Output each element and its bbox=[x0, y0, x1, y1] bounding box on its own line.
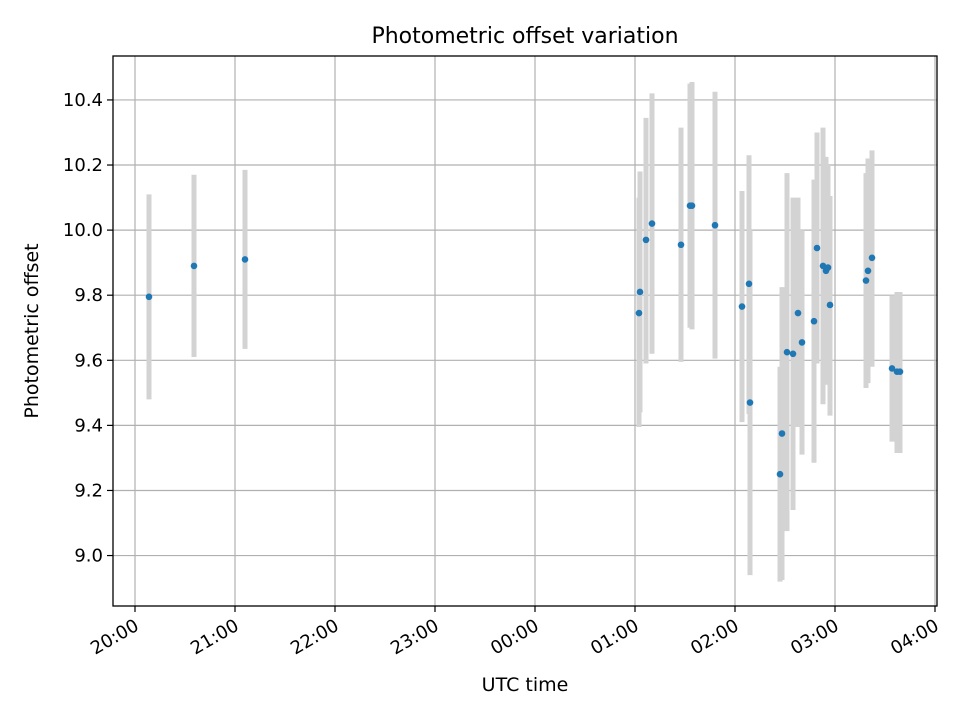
data-point bbox=[738, 303, 746, 310]
x-tick-label: 20:00 bbox=[87, 615, 142, 659]
data-point bbox=[783, 348, 791, 356]
data-point bbox=[810, 317, 818, 325]
y-tick-label: 9.4 bbox=[74, 415, 103, 436]
data-point bbox=[145, 293, 153, 301]
data-point bbox=[241, 256, 249, 263]
x-tick-label: 23:00 bbox=[387, 615, 442, 659]
data-point bbox=[896, 368, 904, 375]
y-tick-label: 9.0 bbox=[74, 546, 103, 567]
data-point bbox=[824, 264, 832, 271]
x-axis-label: UTC time bbox=[482, 674, 569, 696]
y-axis-ticks: 9.0 9.2 9.4 9.6 9.8 10.0 10.2 10.4 bbox=[63, 90, 113, 567]
chart-title: Photometric offset variation bbox=[371, 24, 678, 49]
data-point bbox=[864, 267, 872, 275]
data-point bbox=[711, 221, 719, 229]
data-point bbox=[819, 262, 827, 270]
y-tick-label: 10.0 bbox=[63, 220, 103, 241]
data-point bbox=[862, 277, 870, 284]
data-point bbox=[868, 254, 876, 262]
y-tick-label: 9.2 bbox=[74, 480, 103, 501]
data-point bbox=[677, 241, 685, 249]
data-point bbox=[776, 470, 784, 478]
y-axis-label: Photometric offset bbox=[21, 243, 43, 418]
y-tick-label: 9.6 bbox=[74, 350, 103, 371]
data-point bbox=[826, 301, 834, 309]
x-tick-label: 04:00 bbox=[887, 615, 942, 659]
y-tick-label: 9.8 bbox=[74, 285, 103, 306]
error-bars bbox=[146, 82, 903, 582]
x-tick-label: 00:00 bbox=[487, 615, 542, 659]
data-point bbox=[745, 280, 753, 288]
data-point bbox=[636, 288, 644, 296]
data-point bbox=[642, 236, 650, 244]
x-tick-label: 03:00 bbox=[787, 615, 842, 659]
x-tick-label: 21:00 bbox=[187, 615, 242, 659]
data-point bbox=[813, 244, 821, 252]
data-point bbox=[789, 350, 797, 358]
data-point bbox=[778, 430, 786, 437]
data-point bbox=[798, 339, 806, 346]
plot-frame bbox=[112, 55, 938, 607]
x-tick-label: 22:00 bbox=[287, 615, 342, 659]
x-axis-ticks: 20:00 21:00 22:00 23:00 00:00 01:00 02:00 03:00… bbox=[87, 606, 943, 659]
data-point bbox=[794, 309, 802, 317]
x-tick-label: 02:00 bbox=[687, 615, 742, 659]
y-tick-label: 10.2 bbox=[63, 155, 103, 176]
data-point bbox=[688, 202, 696, 210]
data-points bbox=[145, 202, 904, 478]
data-point bbox=[190, 262, 198, 270]
data-point bbox=[888, 365, 896, 372]
y-tick-label: 10.4 bbox=[63, 90, 103, 111]
data-point bbox=[648, 220, 656, 227]
data-point bbox=[746, 399, 754, 406]
data-point bbox=[635, 309, 643, 317]
x-tick-label: 01:00 bbox=[587, 615, 642, 659]
